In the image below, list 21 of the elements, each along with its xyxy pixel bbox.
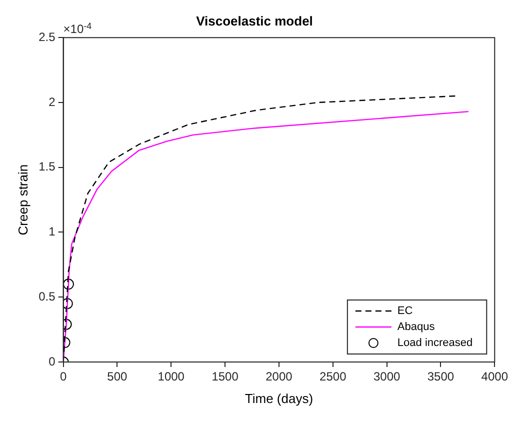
legend-label: EC [397,305,413,318]
y-tick-label: 2 [48,94,56,109]
x-tick-label: 2000 [266,370,293,384]
y-tick-label: 1.5 [38,160,56,174]
x-tick-label: 4000 [481,370,508,384]
x-tick-label: 2500 [320,370,347,384]
x-tick-label: 0 [60,370,67,384]
y-tick-label: 1 [48,224,56,239]
y-tick-label: 0.5 [38,289,56,304]
chart-title: Viscoelastic model [196,13,313,28]
y-tick-label: 2.5 [38,30,56,44]
x-tick-label: 1500 [212,370,239,384]
x-tick-label: 1000 [158,370,185,384]
x-tick-label: 3500 [427,370,454,384]
legend-label: Load increased [397,337,473,350]
x-axis-title: Time (days) [244,390,314,406]
x-tick-label: 500 [107,370,128,384]
x-tick-label: 3000 [373,370,400,384]
legend-label: Abaqus [397,321,436,334]
y-axis-title: Creep strain [15,164,30,236]
y-tick-label: 0 [48,354,56,368]
